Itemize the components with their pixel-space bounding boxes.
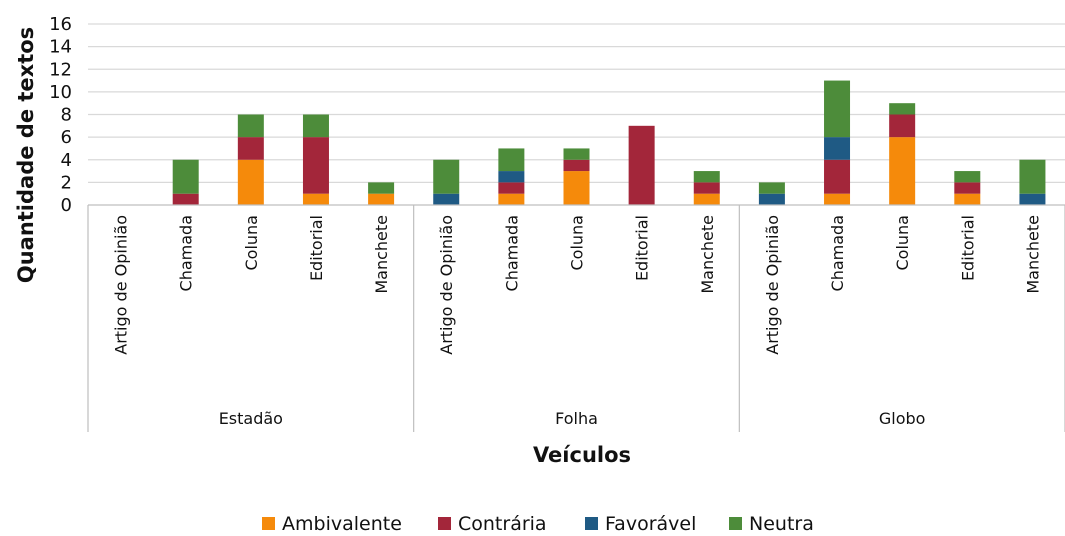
bar-segment-ambivalente: [693, 193, 720, 205]
category-label: Coluna: [568, 215, 587, 271]
category-label: Coluna: [893, 215, 912, 271]
bar-segment-ambivalente: [889, 137, 916, 205]
category-label: Manchete: [1023, 215, 1042, 294]
bar-segment-neutra: [368, 182, 395, 194]
bar-segment-neutra: [693, 171, 720, 183]
bar-segment-contrária: [237, 137, 264, 160]
bar-segment-contrária: [889, 114, 916, 138]
category-label: Chamada: [177, 215, 196, 291]
bar-segment-favorável: [433, 193, 460, 205]
y-tick-label: 8: [61, 105, 72, 126]
legend-label: Neutra: [749, 513, 814, 535]
bar-segment-favorável: [758, 193, 785, 205]
category-label: Chamada: [828, 215, 847, 291]
category-label: Editorial: [958, 215, 977, 281]
y-tick-label: 4: [61, 150, 72, 171]
bar-segment-neutra: [302, 114, 329, 138]
bar-segment-ambivalente: [498, 193, 525, 205]
x-axis-title: Veículos: [533, 443, 631, 467]
bar-segment-contrária: [954, 182, 981, 194]
bar-segment-contrária: [302, 137, 329, 194]
category-label: Artigo de Opinião: [763, 215, 782, 355]
bar-segment-neutra: [1019, 159, 1046, 194]
bar-segment-contrária: [563, 159, 590, 172]
y-tick-label: 12: [49, 59, 72, 80]
bar-segment-neutra: [237, 114, 264, 138]
y-tick-label: 6: [61, 127, 72, 148]
group-labels: Estadão Folha Globo: [219, 409, 926, 428]
bar-segment-favorável: [824, 137, 851, 160]
group-label: Globo: [879, 409, 926, 428]
bar-segment-ambivalente: [954, 193, 981, 205]
bar-segment-contrária: [693, 182, 720, 194]
category-label: Editorial: [307, 215, 326, 281]
category-label: Manchete: [698, 215, 717, 294]
bar-segment-neutra: [563, 148, 590, 160]
y-tick-label: 2: [61, 172, 72, 193]
group-label: Folha: [555, 409, 598, 428]
y-axis-title: Quantidade de textos: [14, 27, 38, 283]
bar-segment-neutra: [954, 171, 981, 183]
bars: [172, 80, 1046, 205]
bar-segment-contrária: [498, 182, 525, 194]
category-label: Chamada: [502, 215, 521, 291]
bar-segment-ambivalente: [824, 193, 851, 205]
bar-segment-contrária: [824, 159, 851, 194]
y-tick-label: 14: [49, 37, 72, 58]
category-labels: Artigo de Opinião Chamada Coluna Editorial M…: [112, 215, 1043, 355]
category-label: Coluna: [242, 215, 261, 271]
bar-segment-ambivalente: [237, 159, 264, 205]
bar-segment-neutra: [824, 80, 851, 138]
bar-segment-neutra: [758, 182, 785, 194]
legend-label: Contrária: [458, 513, 547, 535]
category-label: Editorial: [633, 215, 652, 281]
bar-segment-neutra: [433, 159, 460, 194]
legend-swatch-neutra: [729, 517, 742, 530]
legend-label: Favorável: [605, 513, 696, 535]
y-tick-label: 16: [49, 14, 72, 35]
y-tick-label: 10: [49, 82, 72, 103]
bar-segment-favorável: [1019, 193, 1046, 205]
bar-segment-ambivalente: [368, 193, 395, 205]
x-axis: [87, 204, 1065, 432]
bar-segment-neutra: [889, 103, 916, 115]
category-label: Artigo de Opinião: [437, 215, 456, 355]
category-label: Manchete: [372, 215, 391, 294]
bar-segment-neutra: [498, 148, 525, 172]
legend-swatch-ambivalente: [262, 517, 275, 530]
bar-segment-neutra: [172, 159, 199, 194]
legend: Ambivalente Contrária Favorável Neutra: [262, 513, 814, 535]
bar-segment-contrária: [172, 193, 199, 205]
bar-segment-ambivalente: [563, 171, 590, 205]
legend-swatch-favorável: [585, 517, 598, 530]
bar-segment-contrária: [628, 125, 655, 205]
y-tick-label: 0: [61, 195, 72, 216]
legend-label: Ambivalente: [282, 513, 402, 535]
bar-segment-ambivalente: [302, 193, 329, 205]
bar-segment-favorável: [498, 171, 525, 183]
legend-swatch-contrária: [438, 517, 451, 530]
group-label: Estadão: [219, 409, 283, 428]
category-label: Artigo de Opinião: [112, 215, 131, 355]
